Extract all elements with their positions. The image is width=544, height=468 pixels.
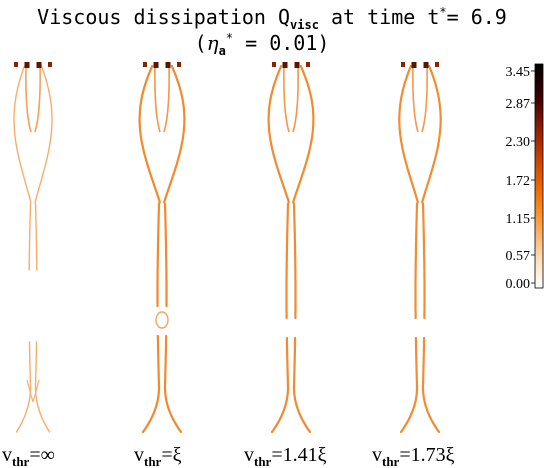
colorbar-tick-label: 0.00 bbox=[506, 277, 531, 292]
panel-1 bbox=[13, 62, 53, 433]
filament-outline bbox=[34, 65, 53, 433]
title-line-1: Viscous dissipation Qvisc at time t*= 6.… bbox=[37, 5, 507, 32]
filament-inner-cusp bbox=[283, 63, 290, 133]
panel-2 bbox=[138, 62, 186, 434]
panel-label-sub: thr bbox=[12, 454, 30, 468]
colorbar-tick-label: 2.30 bbox=[506, 135, 531, 150]
panel-label-main: v bbox=[2, 444, 12, 466]
filament-hot-tip bbox=[272, 62, 276, 67]
filament-hot-tip bbox=[153, 62, 159, 68]
panel-labels: vthr=∞ vthr=ξ vthr=1.41ξ vthr=1.73ξ bbox=[2, 444, 455, 468]
colorbar-tick-label: 2.87 bbox=[506, 97, 531, 112]
filament-hot-tip bbox=[435, 62, 439, 67]
colorbar-tick-label: 0.57 bbox=[506, 249, 531, 264]
panel-label-3: vthr=1.41ξ bbox=[244, 444, 327, 468]
title2-symbol: η bbox=[207, 31, 219, 55]
panel-label-sub: thr bbox=[144, 454, 162, 468]
title-sup: * bbox=[439, 5, 446, 19]
colorbar-gradient bbox=[534, 63, 544, 289]
filament-inner-cusp bbox=[292, 63, 299, 133]
filament-outline bbox=[292, 64, 315, 434]
panel-4 bbox=[398, 62, 442, 434]
panel-label-4: vthr=1.73ξ bbox=[372, 444, 455, 468]
title2-suffix: = 0.01) bbox=[233, 31, 329, 55]
title-line-2: (ηa* = 0.01) bbox=[195, 31, 330, 58]
panel-label-1: vthr=∞ bbox=[2, 444, 55, 468]
title-suffix: = 6.9 bbox=[447, 5, 507, 29]
filament-outline bbox=[421, 64, 442, 434]
colorbar-tick-label: 1.15 bbox=[506, 212, 531, 227]
filament-hot-tip bbox=[177, 62, 181, 67]
colorbar: 3.45 2.87 2.30 1.72 1.15 0.57 0.00 bbox=[506, 63, 544, 292]
panel-3 bbox=[267, 62, 315, 434]
panel-label-main: v bbox=[134, 444, 144, 466]
panel-label-value: =∞ bbox=[29, 444, 55, 466]
filament-outline bbox=[398, 64, 419, 434]
panel-label-main: v bbox=[372, 444, 382, 466]
filament-hot-tip bbox=[401, 62, 405, 67]
title2-sup: * bbox=[226, 31, 233, 45]
panels-group bbox=[13, 62, 442, 434]
filament-outline bbox=[267, 64, 290, 434]
filament-inner-cusp bbox=[34, 63, 41, 133]
filament-inner-cusp bbox=[163, 63, 170, 133]
title-mid: at time t bbox=[319, 5, 439, 29]
panel-label-main: v bbox=[244, 444, 254, 466]
panel-label-sub: thr bbox=[254, 454, 272, 468]
filament-outline bbox=[138, 64, 161, 434]
panel-label-sub: thr bbox=[382, 454, 400, 468]
filament-loop bbox=[155, 311, 169, 329]
filament-inner-cusp bbox=[412, 63, 419, 133]
filament-hot-tip bbox=[423, 62, 429, 68]
filament-hot-tip bbox=[294, 62, 300, 68]
title-prefix: Viscous dissipation Q bbox=[37, 5, 290, 29]
panel-label-value: =1.41ξ bbox=[271, 444, 326, 466]
filament-hot-tip bbox=[165, 62, 171, 68]
filament-outline bbox=[163, 64, 186, 434]
panel-label-value: =1.73ξ bbox=[399, 444, 454, 466]
filament-hot-tip bbox=[14, 62, 18, 67]
title2-open: ( bbox=[195, 31, 207, 55]
filament-hot-tip bbox=[282, 62, 288, 68]
filament-hot-tip bbox=[306, 62, 310, 67]
filament-hot-tip bbox=[36, 62, 42, 68]
filament-hot-tip bbox=[24, 62, 30, 68]
colorbar-tick-label: 1.72 bbox=[506, 174, 531, 189]
title-sub: visc bbox=[290, 18, 319, 32]
panel-label-value: =ξ bbox=[161, 444, 181, 466]
filament-outline bbox=[13, 65, 32, 433]
filament-inner-cusp bbox=[154, 63, 161, 133]
filament-inner-cusp bbox=[421, 63, 428, 133]
filament-hot-tip bbox=[48, 62, 52, 67]
filament-hot-tip bbox=[143, 62, 147, 67]
panel-label-2: vthr=ξ bbox=[134, 444, 182, 468]
chart-title: Viscous dissipation Qvisc at time t*= 6.… bbox=[37, 5, 507, 58]
filament-fork bbox=[26, 379, 40, 403]
filament-hot-tip bbox=[411, 62, 417, 68]
title2-sub: a bbox=[219, 44, 226, 58]
colorbar-tick-label: 3.45 bbox=[506, 65, 531, 80]
filament-inner-cusp bbox=[25, 63, 32, 133]
